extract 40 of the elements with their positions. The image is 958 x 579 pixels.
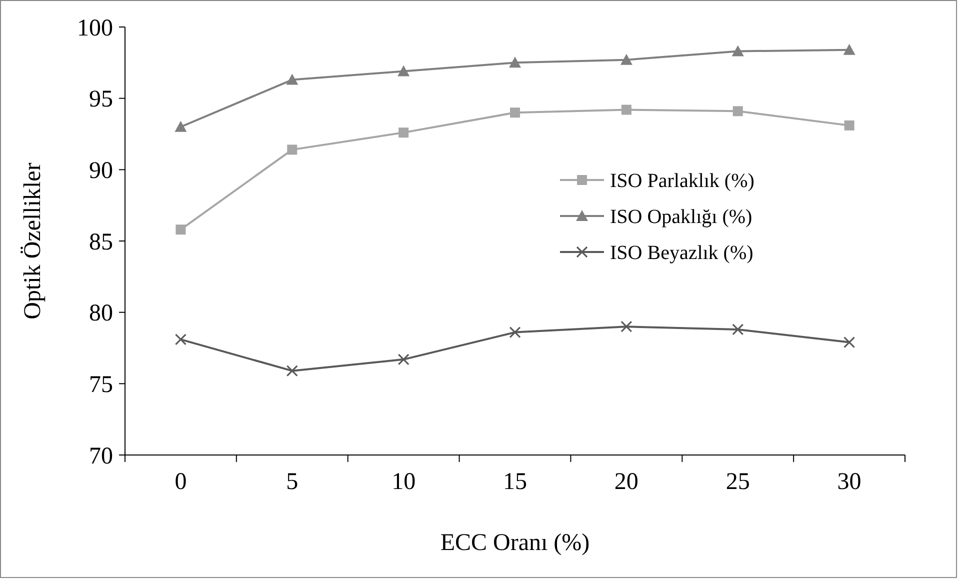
y-axis-title: Optik Özellikler xyxy=(20,162,46,320)
point xyxy=(509,56,521,68)
point xyxy=(732,324,744,336)
y-tick-label: 95 xyxy=(89,86,113,113)
y-tick-label: 80 xyxy=(89,300,113,327)
y-tick-label: 100 xyxy=(77,15,113,42)
point xyxy=(174,120,187,132)
y-tick-label: 90 xyxy=(89,158,113,184)
point xyxy=(843,44,856,55)
legend-label: ISO Parlaklık (%) xyxy=(610,170,754,192)
x-tick-label: 25 xyxy=(726,469,750,495)
point xyxy=(620,54,632,65)
point xyxy=(398,128,409,138)
point xyxy=(844,120,854,130)
point xyxy=(621,104,632,115)
point xyxy=(510,108,520,118)
point xyxy=(286,365,298,377)
point xyxy=(176,224,186,235)
y-tick-label: 85 xyxy=(89,229,113,256)
point xyxy=(174,334,187,346)
x-tick-label: 5 xyxy=(286,469,298,495)
point xyxy=(732,45,744,56)
x-tick-label: 15 xyxy=(503,469,527,495)
point xyxy=(286,74,298,85)
point xyxy=(732,106,743,116)
point xyxy=(509,326,521,338)
legend-label: ISO Opaklığı (%) xyxy=(610,206,752,228)
x-tick-label: 10 xyxy=(392,469,416,495)
x-tick-label: 0 xyxy=(174,469,187,495)
x-axis-title: ECC Oranı (%) xyxy=(440,530,590,556)
point xyxy=(287,144,298,155)
point xyxy=(843,336,856,348)
x-tick-label: 20 xyxy=(614,469,638,495)
point xyxy=(620,320,632,332)
y-tick-label: 70 xyxy=(89,443,113,470)
point xyxy=(398,354,410,366)
y-tick-label: 75 xyxy=(89,372,113,398)
point xyxy=(398,65,410,76)
x-tick-label: 30 xyxy=(837,469,862,495)
legend-label: ISO Beyazlık (%) xyxy=(610,242,754,264)
